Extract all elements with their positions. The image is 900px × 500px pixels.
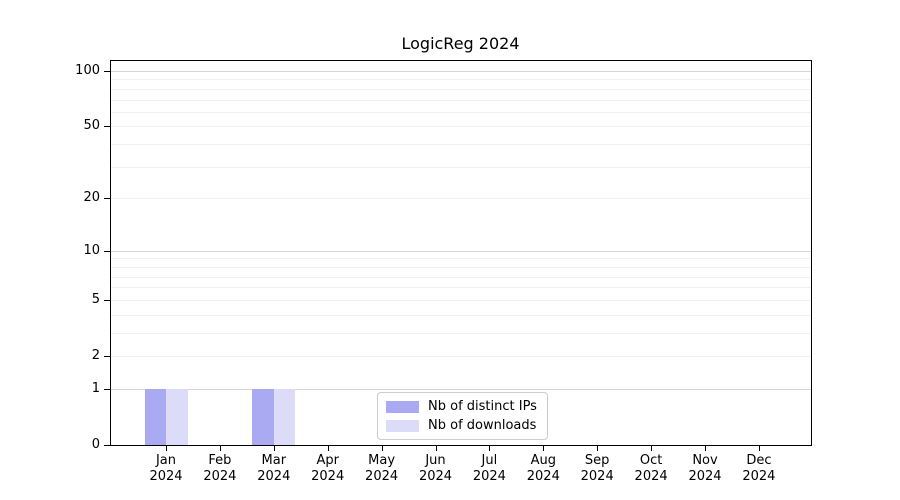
x-tick-label: Oct 2024 (634, 453, 668, 484)
minor-gridline (111, 276, 811, 278)
minor-gridline (111, 166, 811, 168)
minor-gridline (111, 314, 811, 316)
x-tick-label: Feb 2024 (203, 453, 237, 484)
minor-gridline (111, 287, 811, 289)
y-tick-label: 0 (91, 437, 100, 452)
x-tick-mark (705, 446, 706, 451)
chart-title: LogicReg 2024 (401, 34, 520, 53)
y-tick-mark (104, 126, 110, 128)
legend-swatch-downloads (386, 419, 419, 432)
legend-swatch-distinct-ips (386, 400, 419, 413)
bar-downloads (273, 388, 296, 445)
x-tick-mark (758, 446, 760, 451)
legend-item-downloads: Nb of downloads (386, 417, 537, 434)
legend-label-downloads: Nb of downloads (428, 418, 537, 433)
y-tick-mark (104, 250, 110, 252)
x-tick-label: Apr 2024 (311, 453, 345, 484)
x-tick-mark (543, 446, 545, 451)
major-gridline (111, 250, 811, 252)
bar-distinct-ips (252, 388, 274, 445)
y-tick-label: 20 (83, 190, 100, 206)
minor-gridline (111, 79, 811, 81)
x-tick-label: Aug 2024 (526, 453, 560, 484)
legend-label-distinct-ips: Nb of distinct IPs (428, 399, 537, 414)
minor-gridline (111, 88, 811, 90)
plot-area: Nb of distinct IPs Nb of downloads (110, 60, 812, 446)
y-tick-mark (104, 71, 110, 72)
minor-gridline (111, 126, 811, 128)
x-tick-mark (489, 446, 491, 451)
y-tick-mark (104, 445, 110, 446)
major-gridline (111, 71, 811, 72)
x-tick-mark (273, 446, 275, 451)
y-tick-mark (104, 388, 110, 390)
y-tick-mark (104, 356, 110, 357)
x-tick-label: Mar 2024 (257, 453, 291, 484)
x-tick-label: Sep 2024 (580, 453, 614, 484)
x-tick-label: Jul 2024 (472, 453, 506, 484)
y-tick-mark (104, 198, 110, 200)
x-tick-mark (597, 446, 599, 451)
y-tick-mark (104, 299, 110, 301)
minor-gridline (111, 144, 811, 146)
y-tick-label: 1 (91, 380, 100, 396)
major-gridline (111, 388, 811, 390)
minor-gridline (111, 99, 811, 101)
x-tick-label: Dec 2024 (742, 453, 776, 484)
x-tick-mark (381, 446, 383, 451)
x-tick-mark (219, 446, 221, 451)
x-tick-label: Jun 2024 (418, 453, 453, 484)
minor-gridline (111, 258, 811, 260)
y-tick-label: 2 (91, 348, 100, 363)
x-tick-label: Jan 2024 (149, 453, 183, 484)
x-tick-label: Nov 2024 (688, 453, 722, 484)
minor-gridline (111, 198, 811, 200)
minor-gridline (111, 266, 811, 268)
bar-downloads (166, 388, 188, 445)
bar-distinct-ips (144, 388, 166, 445)
minor-gridline (111, 111, 811, 113)
y-tick-label: 10 (83, 242, 100, 258)
minor-gridline (111, 356, 811, 357)
minor-gridline (111, 332, 811, 334)
legend-item-distinct-ips: Nb of distinct IPs (386, 398, 537, 415)
y-tick-label: 50 (83, 118, 100, 134)
minor-gridline (111, 299, 811, 301)
x-tick-mark (435, 446, 437, 451)
legend: Nb of distinct IPs Nb of downloads (377, 392, 548, 440)
x-tick-mark (166, 446, 167, 451)
y-tick-label: 5 (91, 291, 100, 307)
x-tick-label: May 2024 (365, 453, 399, 484)
x-tick-mark (651, 446, 653, 451)
x-tick-mark (327, 446, 329, 451)
y-tick-label: 100 (75, 63, 100, 78)
